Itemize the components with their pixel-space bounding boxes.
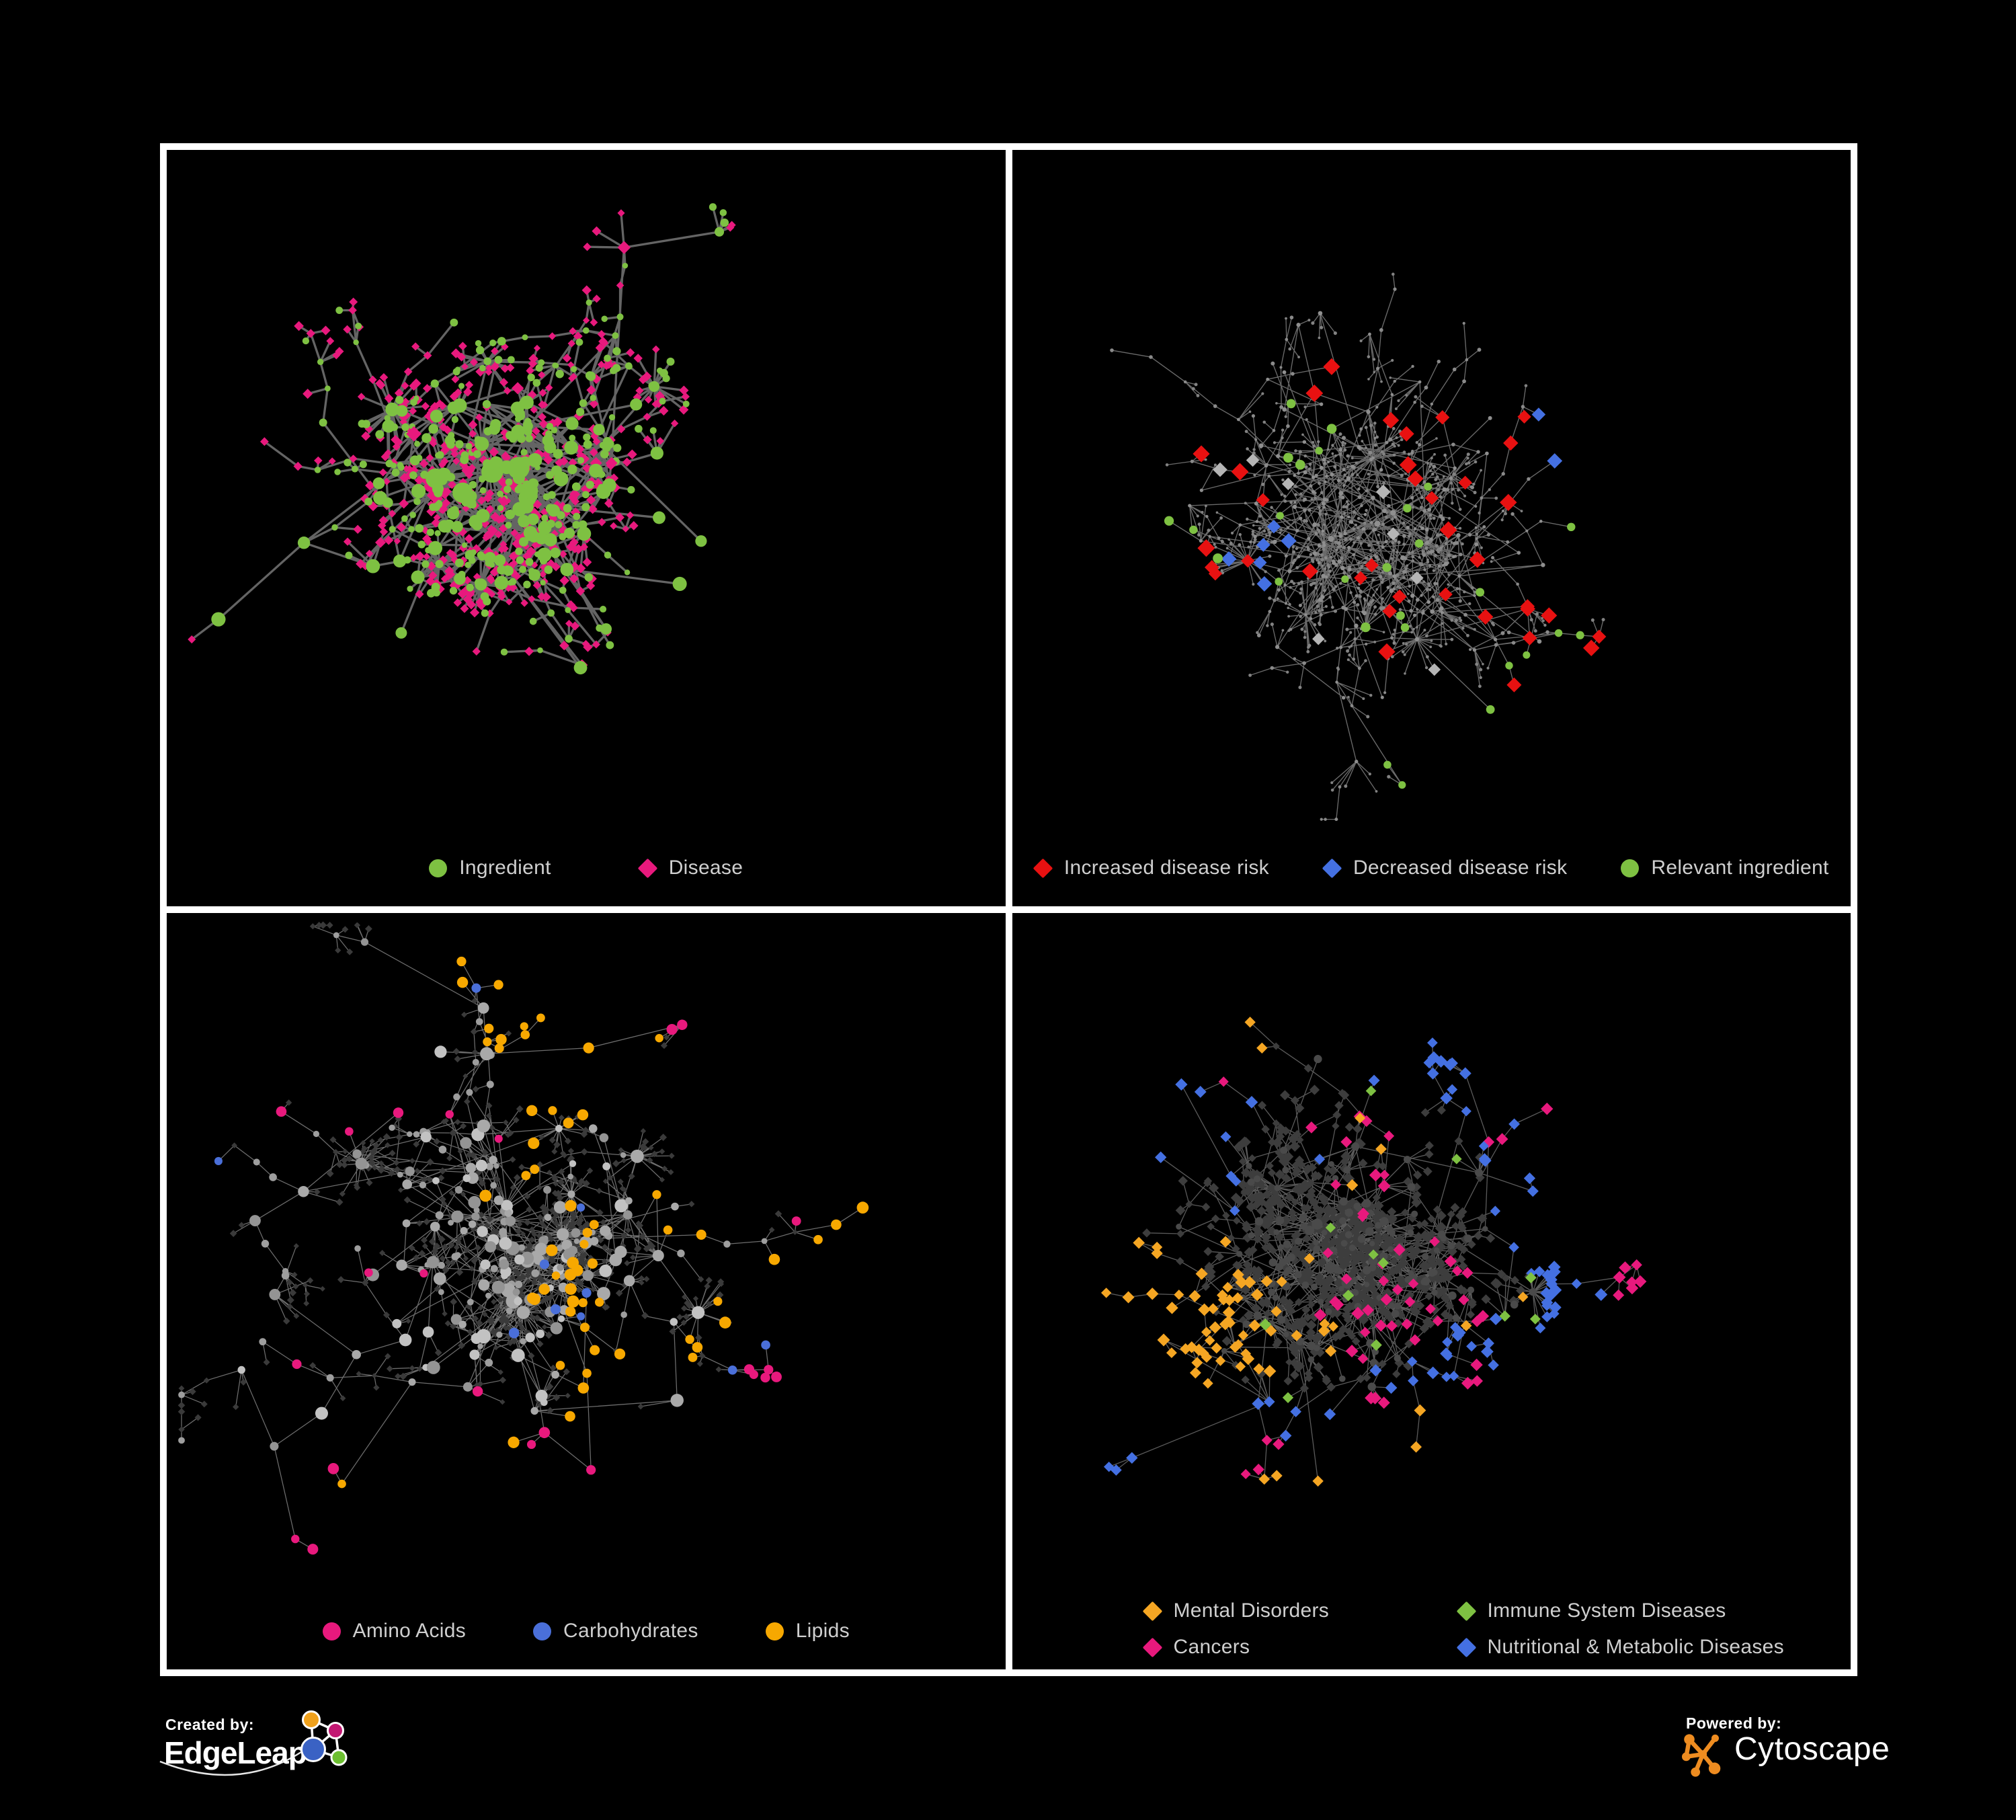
powered-by-label: Powered by:: [1686, 1714, 1782, 1732]
legend-label: Relevant ingredient: [1651, 857, 1829, 879]
legend-item: Amino Acids: [322, 1620, 466, 1643]
legend-label: Immune System Diseases: [1487, 1599, 1726, 1622]
network-canvas-ingredient-disease: [188, 203, 736, 675]
legend-label: Ingredient: [459, 857, 551, 879]
ingredient-marker-icon: [429, 859, 448, 877]
legend-label: Nutritional & Metabolic Diseases: [1487, 1636, 1784, 1658]
legend-label: Disease: [668, 857, 743, 879]
carbohydrates-marker-icon: [533, 1622, 551, 1640]
nutritional-diseases-marker-icon: [1456, 1637, 1476, 1657]
disease-marker-icon: [637, 858, 658, 878]
legend-item: Disease: [637, 857, 743, 879]
legend-item: Lipids: [765, 1620, 850, 1643]
immune-diseases-marker-icon: [1456, 1601, 1476, 1621]
network-canvas-ingredient-classes: [177, 921, 869, 1555]
legend-disease-categories: Mental Disorders Immune System Diseases …: [1142, 1599, 1784, 1659]
legend-label: Mental Disorders: [1173, 1599, 1330, 1622]
legend-item: Ingredient: [429, 857, 551, 879]
lipids-marker-icon: [765, 1622, 784, 1640]
legend-label: Increased disease risk: [1063, 857, 1269, 879]
cancers-marker-icon: [1142, 1637, 1162, 1657]
edgeleap-logo-icon: [300, 1710, 348, 1766]
panel-ingredient-disease: Ingredient Disease: [167, 150, 1006, 906]
legend-disease-risk: Increased disease risk Decreased disease…: [1012, 857, 1851, 879]
panel-disease-categories: Mental Disorders Immune System Diseases …: [1012, 913, 1851, 1669]
legend-label: Cancers: [1173, 1636, 1250, 1658]
legend-label: Carbohydrates: [563, 1620, 698, 1642]
increased-risk-marker-icon: [1033, 858, 1053, 878]
legend-ingredient-disease: Ingredient Disease: [167, 857, 1006, 879]
legend-ingredient-classes: Amino Acids Carbohydrates Lipids: [167, 1620, 1006, 1643]
legend-item: Mental Disorders: [1142, 1599, 1394, 1622]
legend-label: Decreased disease risk: [1353, 857, 1568, 879]
panel-disease-risk: Increased disease risk Decreased disease…: [1012, 150, 1851, 906]
edgeleap-brand: EdgeLeap: [164, 1735, 307, 1770]
cytoscape-brand: Cytoscape: [1734, 1731, 1890, 1767]
created-by-label: Created by:: [165, 1716, 255, 1733]
cytoscape-logo-icon: [1682, 1734, 1721, 1777]
mental-disorders-marker-icon: [1142, 1601, 1162, 1621]
amino-acids-marker-icon: [322, 1622, 341, 1640]
legend-item: Relevant ingredient: [1621, 857, 1828, 879]
legend-label: Amino Acids: [352, 1620, 466, 1642]
legend-item: Immune System Diseases: [1456, 1599, 1784, 1622]
network-canvas-disease-categories: [1100, 1017, 1646, 1487]
legend-item: Carbohydrates: [533, 1620, 698, 1643]
decreased-risk-marker-icon: [1322, 858, 1342, 878]
created-by-block: Created by: EdgeLeap: [159, 1708, 535, 1809]
legend-item: Increased disease risk: [1033, 857, 1269, 879]
relevant-ingredient-marker-icon: [1621, 859, 1640, 877]
legend-item: Cancers: [1142, 1636, 1394, 1659]
panel-ingredient-classes: Amino Acids Carbohydrates Lipids: [167, 913, 1006, 1669]
legend-item: Decreased disease risk: [1322, 857, 1568, 879]
powered-by-block: Powered by: Cytoscape: [1678, 1708, 2001, 1802]
network-canvas-disease-risk: [1109, 272, 1606, 822]
legend-item: Nutritional & Metabolic Diseases: [1456, 1636, 1784, 1659]
network-grid: Ingredient Disease Increased disease ris…: [160, 143, 1857, 1676]
legend-label: Lipids: [795, 1620, 850, 1642]
